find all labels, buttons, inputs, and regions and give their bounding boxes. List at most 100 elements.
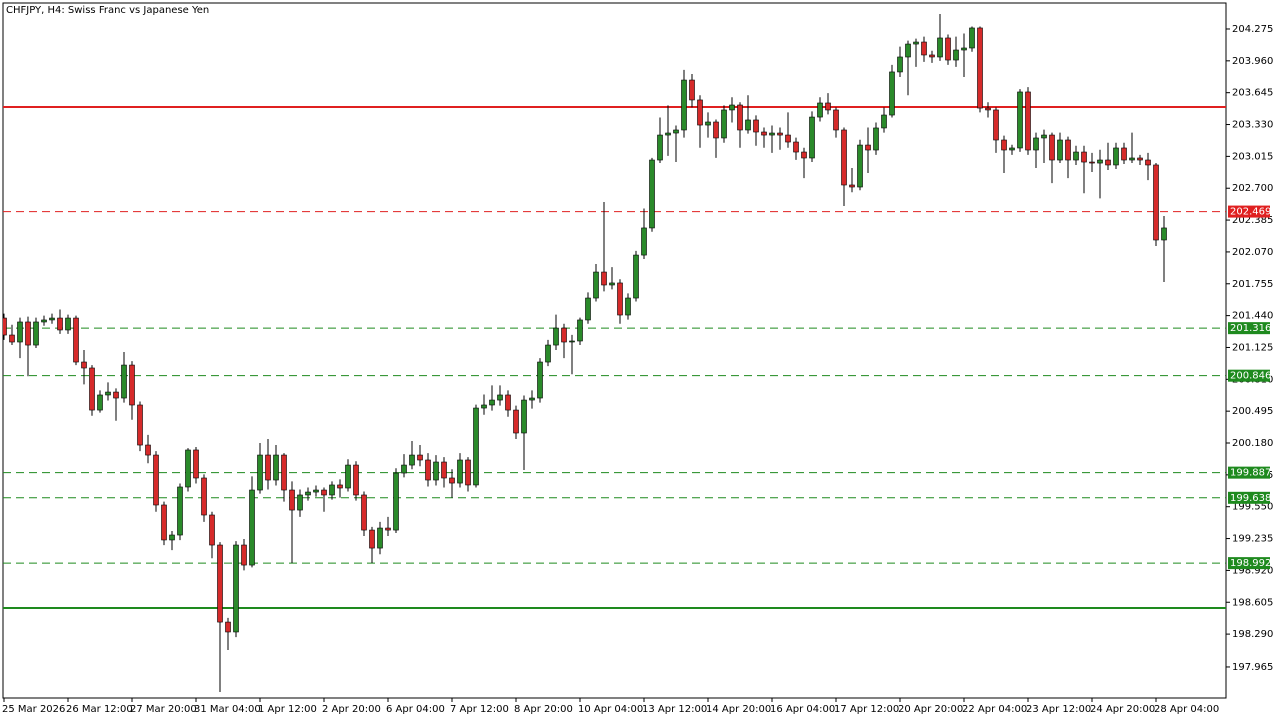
level-label: 200.846 bbox=[1230, 371, 1271, 382]
candle-body bbox=[209, 514, 215, 546]
candle-body bbox=[25, 321, 31, 346]
candle-body bbox=[681, 79, 687, 131]
candle-body bbox=[745, 119, 751, 131]
candle-body bbox=[9, 334, 15, 343]
y-tick-label: 202.070 bbox=[1232, 247, 1273, 258]
candle-body bbox=[465, 459, 471, 486]
candle-body bbox=[49, 317, 55, 321]
y-tick-label: 203.960 bbox=[1232, 56, 1273, 67]
candle-body bbox=[1065, 139, 1071, 161]
y-tick-label: 201.125 bbox=[1232, 342, 1273, 353]
x-tick-label: 27 Mar 20:00 bbox=[130, 704, 197, 715]
level-label: 199.638 bbox=[1230, 493, 1271, 504]
candle-body bbox=[1105, 159, 1111, 166]
candle-body bbox=[865, 144, 871, 151]
candle-body bbox=[545, 344, 551, 363]
candle-body bbox=[977, 27, 983, 109]
y-tick-label: 201.440 bbox=[1232, 311, 1273, 322]
candle-body bbox=[633, 254, 639, 299]
chart-title: CHFJPY, H4: Swiss Franc vs Japanese Yen bbox=[6, 5, 209, 16]
candle-body bbox=[449, 477, 455, 484]
candle-body bbox=[625, 297, 631, 316]
candle-body bbox=[713, 121, 719, 139]
candle-body bbox=[665, 132, 671, 136]
candle-body bbox=[1073, 151, 1079, 161]
candle-body bbox=[1033, 137, 1039, 151]
candle-body bbox=[57, 317, 63, 331]
candle-body bbox=[513, 409, 519, 434]
x-tick-label: 22 Apr 04:00 bbox=[962, 704, 1027, 715]
candle-body bbox=[321, 489, 327, 496]
level-label-bg bbox=[1228, 491, 1270, 504]
x-tick-label: 28 Apr 04:00 bbox=[1154, 704, 1219, 715]
candle-body bbox=[129, 364, 135, 406]
candle-body bbox=[897, 56, 903, 73]
candle-body bbox=[401, 464, 407, 474]
candle-body bbox=[3, 317, 7, 336]
candle-body bbox=[265, 454, 271, 481]
candle-body bbox=[849, 184, 855, 188]
x-tick-label: 10 Apr 04:00 bbox=[578, 704, 643, 715]
candle-body bbox=[337, 484, 343, 489]
candle-body bbox=[585, 297, 591, 321]
candle-body bbox=[593, 271, 599, 299]
candle-body bbox=[113, 391, 119, 399]
y-tick-label: 203.015 bbox=[1232, 151, 1273, 162]
candle-body bbox=[1017, 91, 1023, 149]
candle-body bbox=[473, 407, 479, 486]
candle-body bbox=[609, 282, 615, 286]
candle-body bbox=[1057, 139, 1063, 161]
x-tick-label: 16 Apr 04:00 bbox=[770, 704, 835, 715]
candle-body bbox=[345, 464, 351, 489]
candle-body bbox=[1129, 157, 1135, 161]
candle-body bbox=[937, 37, 943, 58]
y-tick-label: 198.605 bbox=[1232, 597, 1273, 608]
x-tick-label: 8 Apr 20:00 bbox=[514, 704, 573, 715]
candle-body bbox=[369, 529, 375, 549]
level-label-bg bbox=[1228, 557, 1270, 570]
candle-body bbox=[1137, 157, 1143, 161]
candle-body bbox=[249, 489, 255, 566]
candle-body bbox=[737, 104, 743, 131]
level-label: 198.992 bbox=[1230, 558, 1271, 569]
candle-body bbox=[761, 131, 767, 136]
candle-body bbox=[1001, 139, 1007, 151]
candle-body bbox=[689, 79, 695, 101]
y-tick-label: 200.495 bbox=[1232, 406, 1273, 417]
candle-body bbox=[793, 141, 799, 153]
candle-body bbox=[257, 454, 263, 491]
y-tick-label: 200.180 bbox=[1232, 438, 1273, 449]
candle-body bbox=[489, 399, 495, 406]
candle-body bbox=[537, 361, 543, 399]
candle-body bbox=[705, 121, 711, 126]
candle-body bbox=[601, 271, 607, 286]
candle-body bbox=[497, 394, 503, 401]
y-tick-label: 202.700 bbox=[1232, 183, 1273, 194]
candle-body bbox=[929, 54, 935, 58]
candle-body bbox=[569, 340, 575, 343]
candle-body bbox=[873, 127, 879, 151]
candle-body bbox=[889, 71, 895, 116]
candle-body bbox=[969, 27, 975, 49]
candle-body bbox=[201, 477, 207, 516]
candle-body bbox=[289, 489, 295, 511]
x-tick-label: 24 Apr 20:00 bbox=[1090, 704, 1155, 715]
candle-body bbox=[161, 504, 167, 541]
y-tick-label: 203.330 bbox=[1232, 120, 1273, 131]
candle-body bbox=[1025, 91, 1031, 151]
candle-body bbox=[297, 494, 303, 511]
x-tick-label: 6 Apr 04:00 bbox=[386, 704, 445, 715]
candle-body bbox=[169, 534, 175, 541]
x-tick-label: 14 Apr 20:00 bbox=[706, 704, 771, 715]
candle-body bbox=[177, 486, 183, 536]
y-tick-label: 198.920 bbox=[1232, 565, 1273, 576]
candle-body bbox=[425, 459, 431, 481]
candle-body bbox=[1145, 159, 1151, 166]
candle-body bbox=[153, 454, 159, 506]
candle-body bbox=[985, 107, 991, 111]
level-label: 199.887 bbox=[1230, 468, 1271, 479]
candle-body bbox=[393, 472, 399, 531]
candle-body bbox=[41, 319, 47, 323]
